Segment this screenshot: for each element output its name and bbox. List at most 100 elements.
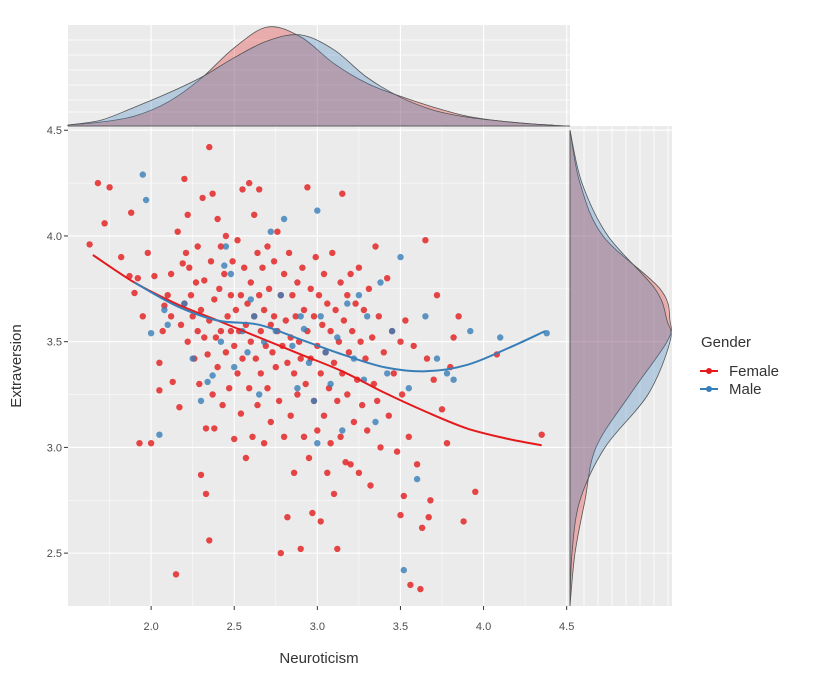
data-point-female bbox=[270, 313, 278, 320]
y-tick-label: 3.5 bbox=[47, 337, 62, 349]
data-point-female bbox=[302, 380, 309, 388]
data-point-male bbox=[164, 321, 171, 328]
data-point-male bbox=[372, 418, 379, 426]
data-point-male bbox=[297, 313, 304, 320]
data-point-female bbox=[182, 249, 190, 257]
data-point-female bbox=[179, 260, 186, 267]
data-point-female bbox=[455, 313, 462, 320]
data-point-female bbox=[289, 292, 296, 299]
y-tick-label: 3.0 bbox=[47, 442, 62, 454]
data-point-female bbox=[206, 143, 213, 151]
data-point-female bbox=[324, 300, 331, 307]
data-point-female bbox=[249, 433, 256, 440]
data-point-male bbox=[247, 296, 254, 303]
data-point-male bbox=[209, 372, 216, 379]
data-point-female bbox=[340, 317, 348, 324]
data-point-female bbox=[294, 391, 301, 398]
data-point-female bbox=[86, 241, 93, 248]
data-point-female bbox=[251, 211, 258, 218]
data-point-female bbox=[232, 306, 240, 314]
data-point-female bbox=[229, 258, 236, 265]
data-point-female bbox=[320, 412, 328, 419]
data-point-female bbox=[219, 401, 226, 409]
data-point-female bbox=[327, 440, 334, 447]
data-point-female bbox=[309, 509, 316, 517]
data-point-female bbox=[204, 351, 211, 358]
data-point-female bbox=[167, 313, 175, 320]
x-tick-label: 2.5 bbox=[227, 621, 242, 633]
data-point-female bbox=[256, 186, 263, 193]
data-point-female bbox=[307, 285, 314, 292]
data-point-male bbox=[256, 391, 263, 398]
data-point-female bbox=[118, 253, 125, 261]
data-point-female bbox=[334, 397, 341, 405]
data-point-male bbox=[327, 380, 334, 388]
data-point-female bbox=[438, 406, 446, 413]
data-point-female bbox=[247, 338, 254, 345]
right-density-male bbox=[569, 130, 672, 607]
data-point-female bbox=[184, 211, 191, 218]
data-point-female bbox=[274, 228, 281, 235]
data-point-female bbox=[282, 317, 289, 324]
data-point-male bbox=[433, 355, 441, 362]
data-point-female bbox=[247, 279, 254, 286]
data-point-female bbox=[226, 385, 233, 392]
data-point-female bbox=[292, 313, 299, 320]
data-point-male bbox=[317, 313, 324, 320]
y-tick-label: 4.5 bbox=[47, 125, 62, 137]
data-point-female bbox=[176, 404, 183, 411]
data-point-female bbox=[237, 292, 245, 299]
data-point-female bbox=[339, 190, 346, 197]
data-point-female bbox=[290, 469, 298, 476]
right-density-female bbox=[569, 130, 672, 607]
data-point-female bbox=[355, 469, 363, 476]
data-point-female bbox=[284, 359, 291, 366]
data-point-female bbox=[347, 461, 354, 468]
data-point-male bbox=[388, 327, 396, 335]
data-point-male bbox=[147, 330, 155, 337]
data-point-female bbox=[254, 401, 261, 409]
data-point-female bbox=[246, 179, 253, 187]
data-point-male bbox=[156, 431, 163, 438]
data-point-female bbox=[212, 334, 220, 341]
data-point-female bbox=[246, 385, 253, 392]
data-point-female bbox=[270, 258, 278, 265]
data-point-female bbox=[202, 425, 210, 432]
data-point-female bbox=[156, 387, 163, 394]
data-point-female bbox=[314, 427, 321, 434]
x-tick-label: 4.5 bbox=[559, 621, 574, 633]
data-point-female bbox=[192, 279, 200, 286]
data-point-female bbox=[369, 334, 376, 341]
data-point-female bbox=[315, 292, 323, 299]
data-point-female bbox=[214, 363, 221, 371]
data-point-female bbox=[222, 349, 230, 356]
data-point-female bbox=[407, 581, 414, 589]
data-point-female bbox=[252, 355, 259, 362]
data-point-female bbox=[237, 410, 245, 417]
data-point-male bbox=[497, 334, 504, 341]
legend-key-male-dot bbox=[706, 386, 712, 392]
data-point-female bbox=[374, 397, 381, 405]
data-point-female bbox=[197, 306, 205, 314]
data-point-male bbox=[189, 355, 196, 362]
data-point-female bbox=[433, 292, 441, 299]
data-point-female bbox=[167, 270, 175, 278]
data-point-female bbox=[290, 370, 298, 377]
data-point-female bbox=[131, 289, 138, 297]
data-point-male bbox=[384, 370, 391, 377]
data-point-male bbox=[181, 300, 188, 307]
data-point-male bbox=[450, 376, 457, 383]
x-tick-label: 3.0 bbox=[310, 621, 325, 633]
data-point-female bbox=[337, 433, 344, 440]
data-point-female bbox=[275, 397, 283, 405]
data-point-male bbox=[251, 313, 258, 320]
data-point-female bbox=[211, 425, 218, 432]
data-point-female bbox=[209, 391, 216, 398]
data-point-female bbox=[159, 327, 166, 335]
data-point-female bbox=[241, 264, 248, 271]
data-point-female bbox=[405, 433, 412, 440]
data-point-female bbox=[257, 370, 264, 377]
data-point-female bbox=[231, 435, 238, 443]
data-point-male bbox=[277, 292, 284, 299]
data-point-female bbox=[402, 317, 409, 324]
